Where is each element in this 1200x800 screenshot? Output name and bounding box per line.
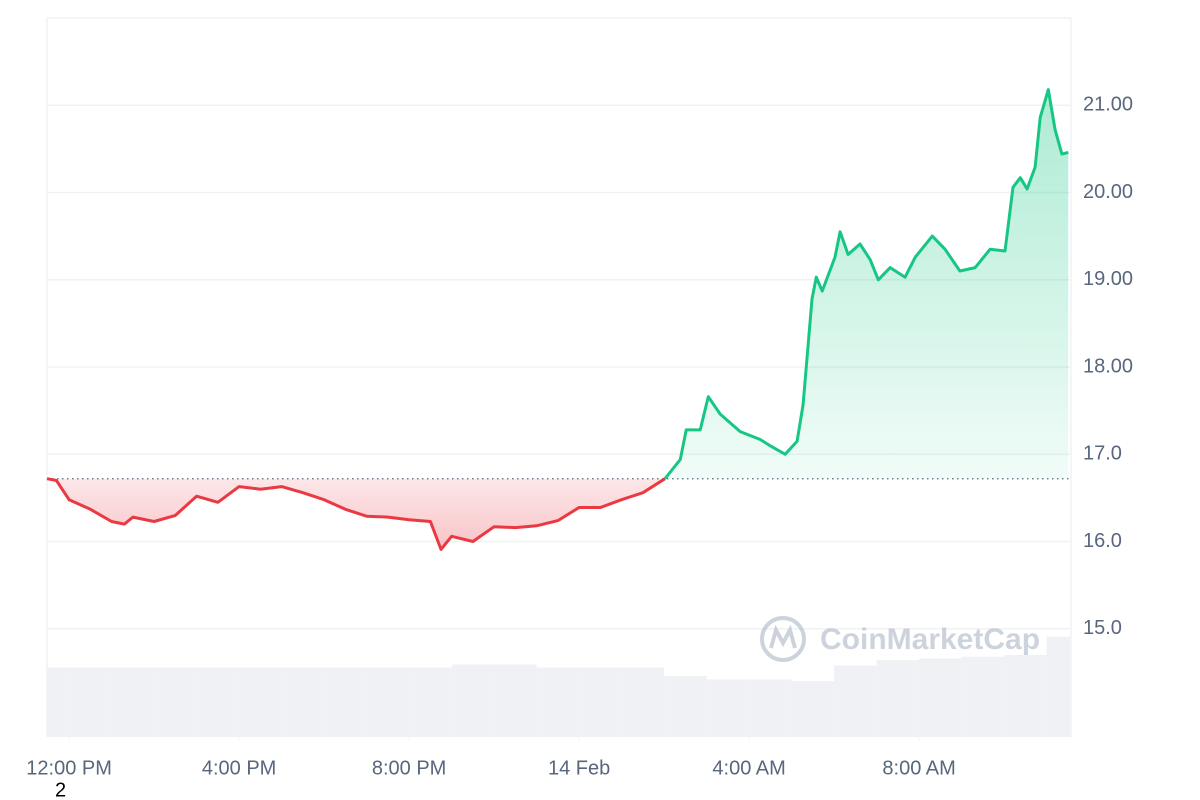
volume-bar <box>536 667 580 737</box>
volume-bar <box>579 667 622 737</box>
watermark-text: CoinMarketCap <box>820 623 1040 656</box>
watermark-logo <box>769 624 797 649</box>
plot: 15.0 16.0 17.0 18.00 19.00 20.00 21.00 12:00 PM… <box>26 17 1133 779</box>
y-tick-label: 20.00 <box>1083 181 1133 203</box>
volume-bar <box>919 658 962 737</box>
y-tick-label: 17.0 <box>1083 443 1122 465</box>
volume-bar <box>324 667 367 737</box>
volume-bar <box>664 675 707 737</box>
volume-bar <box>834 665 877 737</box>
y-tick-label: 21.00 <box>1083 94 1133 116</box>
y-tick-label: 15.0 <box>1083 617 1122 639</box>
volume-bar <box>69 667 112 737</box>
x-tick-label: 8:00 PM <box>372 757 446 779</box>
volume-bar <box>494 664 537 737</box>
price-line <box>46 477 666 551</box>
volume-bar <box>876 660 920 737</box>
volume-bar <box>961 656 1005 737</box>
volume-bar <box>239 667 282 737</box>
x-tick-label: 4:00 AM <box>712 757 785 779</box>
volume-bar <box>366 667 410 737</box>
volume-bar <box>451 664 495 737</box>
y-tick-label: 19.00 <box>1083 268 1133 290</box>
volume-bar <box>409 667 452 737</box>
volume-bar <box>1046 636 1070 737</box>
volume-bar <box>791 681 835 737</box>
watermark: CoinMarketCap <box>760 616 1040 662</box>
volume-bar <box>1004 654 1047 737</box>
note: 2 <box>55 779 66 800</box>
volume-bar <box>281 667 325 737</box>
watermark-logo <box>760 616 806 662</box>
x-tick-label: 4:00 PM <box>202 757 276 779</box>
y-tick-label: 18.00 <box>1083 355 1133 377</box>
x-tick-label: 8:00 AM <box>882 757 955 779</box>
volume-bar <box>47 667 70 737</box>
x-tick-label: 12:00 PM <box>26 757 112 779</box>
volume-bar <box>154 667 197 737</box>
volume-bar <box>749 679 792 737</box>
volume-bar <box>706 679 750 737</box>
y-tick-label: 16.0 <box>1083 530 1122 552</box>
volume-bar <box>111 667 155 737</box>
x-tick-label: 14 Feb <box>548 757 610 779</box>
volume-bar <box>196 667 240 737</box>
price-line <box>663 88 1069 480</box>
price-area <box>665 89 1069 479</box>
volume-bar <box>621 667 665 737</box>
